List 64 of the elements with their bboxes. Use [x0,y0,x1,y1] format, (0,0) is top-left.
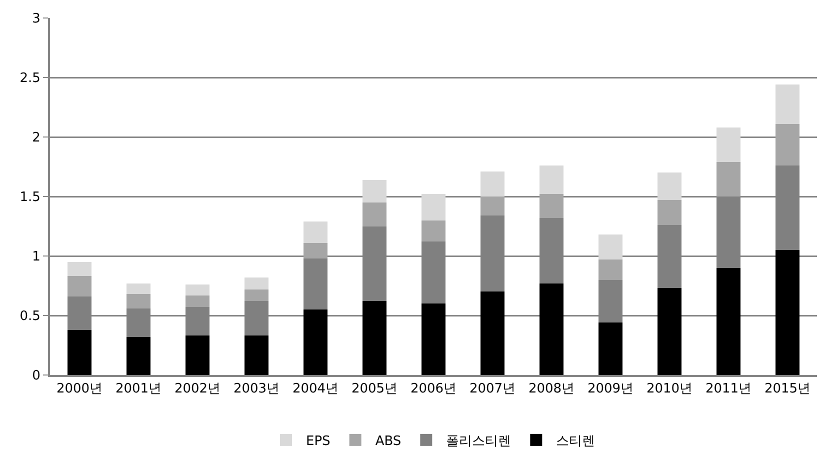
y-tick-label: 1 [32,250,40,265]
bar [186,284,210,296]
bar [304,258,328,310]
x-tick-label: 2001년 [115,382,162,397]
bar [480,196,504,216]
y-tick-label: 0.5 [20,309,40,324]
y-tick-label: 2 [32,130,40,146]
bar [480,292,504,375]
legend-label: 폴리스티렌 [446,434,512,449]
bar [304,242,328,258]
y-tick-label: 3 [32,12,40,27]
x-tick-label: 2005년 [351,382,398,397]
bar [244,289,268,302]
x-tick-label: 2009년 [587,382,634,397]
bar [68,276,92,296]
bar [68,262,92,276]
bar [776,250,800,375]
bar [480,172,504,196]
x-tick-label: 2002년 [174,382,221,397]
bar [716,268,740,375]
bar [186,336,210,375]
bar [598,322,622,375]
bar [126,294,150,308]
bar [126,336,150,375]
bar [244,336,268,375]
bar [304,310,328,375]
y-tick-label: 2.5 [20,71,40,86]
bar [68,330,92,375]
bar [540,283,564,375]
bar [598,260,622,280]
legend-label: 스티렌 [556,434,596,449]
bar [658,288,682,375]
bar [186,295,210,308]
x-tick-label: 2015년 [764,382,811,397]
y-tick-label: 0 [32,368,40,384]
bar [244,277,268,290]
x-tick-label: 2007년 [469,382,516,397]
bar [598,234,622,260]
bar [776,124,800,166]
bar [422,220,446,242]
bar [362,301,386,375]
legend-label: EPS [306,434,330,449]
bar [658,200,682,226]
x-tick-label: 2011년 [705,382,752,397]
bar [422,304,446,375]
bar [304,221,328,243]
bar [362,202,386,226]
bar [362,180,386,202]
y-tick-label: 1.5 [20,190,40,206]
x-tick-label: 2003년 [233,382,280,397]
bar [126,283,150,294]
x-tick-label: 2006년 [410,382,457,397]
bar [716,127,740,162]
bar [658,172,682,200]
x-tick-label: 2004년 [292,382,339,397]
bar [540,194,564,218]
legend-label: ABS [375,434,402,449]
bar [422,194,446,220]
x-tick-label: 2008년 [528,382,575,397]
x-tick-label: 2000년 [56,382,103,397]
bar [776,84,800,124]
bar [540,166,564,194]
bar [716,162,740,196]
x-tick-label: 2010년 [646,382,693,397]
